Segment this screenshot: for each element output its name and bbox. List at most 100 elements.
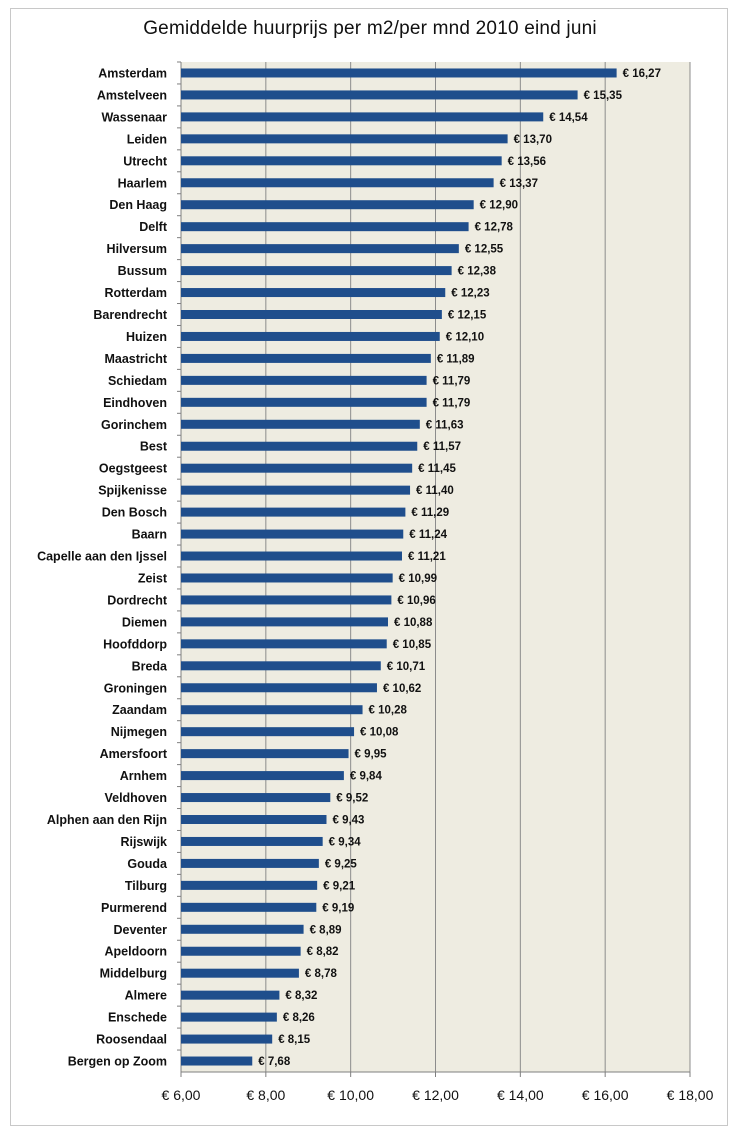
data-label: € 11,79 [433,397,471,409]
category-label: Amsterdam [98,66,167,80]
x-tick-label: € 12,00 [412,1087,459,1103]
bar [181,793,331,803]
data-label: € 10,96 [397,595,435,607]
data-label: € 8,26 [283,1012,315,1024]
bar [181,288,446,298]
bar [181,485,411,495]
category-label: Maastricht [104,352,167,366]
bar [181,902,317,912]
bar [181,244,459,254]
data-label: € 10,62 [383,683,421,695]
data-label: € 11,29 [411,507,449,519]
category-label: Nijmegen [111,725,167,739]
data-label: € 11,24 [409,529,447,541]
category-label: Apeldoorn [105,945,168,959]
bar [181,617,388,627]
bar [181,858,319,868]
data-label: € 14,54 [549,112,588,124]
bar [181,1034,273,1044]
category-label: Den Haag [109,198,167,212]
data-label: € 8,32 [285,990,317,1002]
data-label: € 9,34 [329,836,362,848]
category-label: Dordrecht [107,593,168,607]
category-label: Delft [139,220,168,234]
data-label: € 8,78 [305,968,338,980]
data-label: € 13,70 [514,134,552,146]
bar [181,200,474,210]
bar [181,573,393,583]
category-label: Leiden [127,132,167,146]
bar [181,463,413,473]
category-label: Deventer [114,923,168,937]
category-label: Barendrecht [93,308,167,322]
category-label: Rotterdam [104,286,167,300]
category-label: Alphen aan den Rijn [47,813,167,827]
category-label: Hilversum [107,242,167,256]
category-label: Baarn [132,528,167,542]
data-label: € 10,08 [360,727,399,739]
data-label: € 9,84 [350,771,383,783]
data-label: € 13,37 [500,178,538,190]
category-label: Almere [125,989,167,1003]
x-tick-label: € 8,00 [246,1087,285,1103]
bar [181,683,377,693]
data-label: € 8,82 [307,946,339,958]
bar [181,266,452,276]
bar [181,397,427,407]
bar [181,749,349,759]
data-label: € 12,90 [480,200,518,212]
data-label: € 8,89 [310,924,342,936]
bar [181,156,502,166]
bar [181,1012,277,1022]
data-label: € 11,45 [418,463,456,475]
category-label: Spijkenisse [98,484,167,498]
category-label: Best [140,440,168,454]
category-label: Wassenaar [101,110,167,124]
data-label: € 16,27 [623,68,661,80]
data-label: € 11,63 [426,419,464,431]
category-label: Diemen [122,615,167,629]
bar [181,990,280,1000]
data-label: € 12,55 [465,244,504,256]
bar [181,946,301,956]
category-label: Arnhem [120,769,167,783]
x-tick-label: € 10,00 [327,1087,374,1103]
bar [181,375,427,385]
bar [181,924,304,934]
bar [181,529,404,539]
bar [181,551,402,561]
bar [181,353,431,363]
data-label: € 10,99 [399,573,437,585]
data-label: € 10,88 [394,617,433,629]
x-tick-label: € 16,00 [582,1087,629,1103]
data-label: € 11,57 [423,441,461,453]
category-label: Enschede [108,1011,167,1025]
bar [181,661,381,671]
bar [181,419,420,429]
data-label: € 11,79 [433,375,471,387]
bar [181,815,327,824]
category-label: Groningen [104,681,167,695]
data-label: € 9,95 [355,749,388,761]
category-label: Haarlem [118,176,167,190]
category-label: Capelle aan den Ijssel [37,550,167,564]
category-label: Huizen [126,330,167,344]
category-label: Eindhoven [103,396,167,410]
data-label: € 10,71 [387,661,426,673]
data-label: € 9,19 [322,902,354,914]
data-label: € 10,85 [393,639,432,651]
data-label: € 12,15 [448,310,487,322]
category-label: Tilburg [125,879,167,893]
category-label: Bussum [118,264,167,278]
data-label: € 9,21 [323,880,356,892]
x-tick-label: € 18,00 [667,1087,714,1103]
bar [181,68,617,78]
bar [181,178,494,188]
data-label: € 11,40 [416,485,454,497]
bar [181,727,355,737]
category-label: Hoofddorp [103,637,167,651]
data-label: € 12,10 [446,331,484,343]
x-tick-label: € 6,00 [162,1087,201,1103]
category-label: Gorinchem [101,418,167,432]
